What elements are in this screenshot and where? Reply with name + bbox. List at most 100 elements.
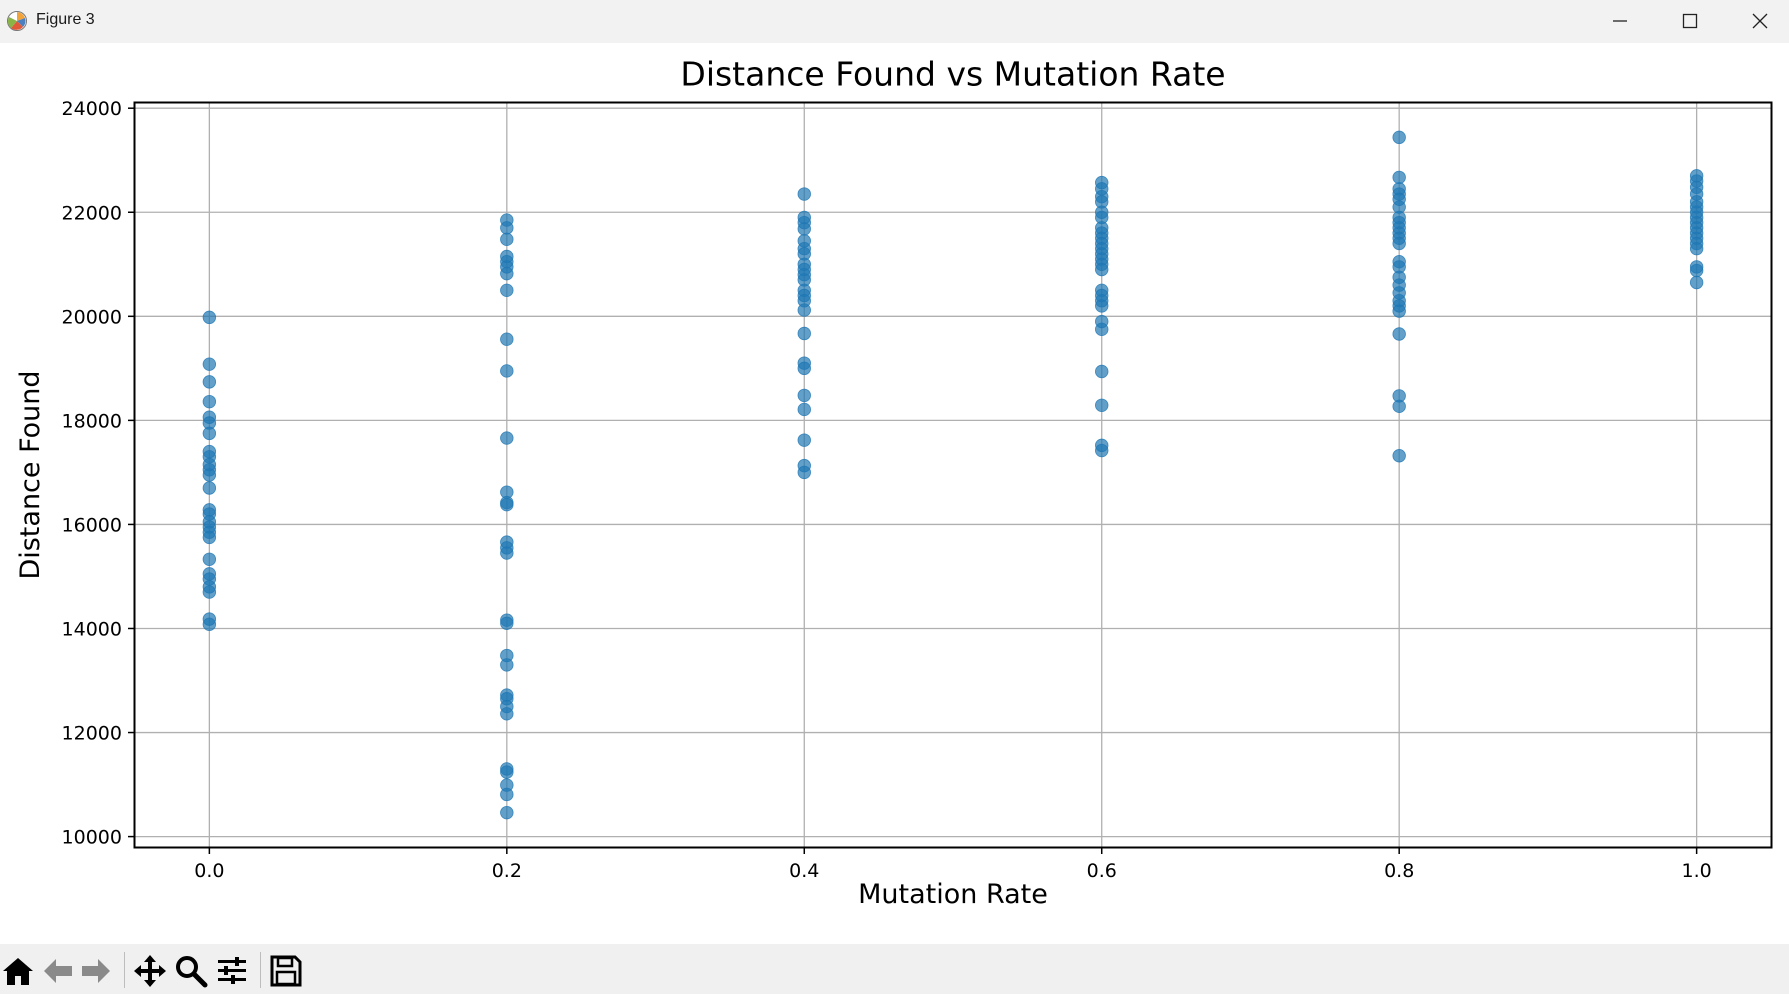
data-point <box>797 222 811 236</box>
data-point <box>500 658 514 672</box>
data-point <box>1392 236 1406 251</box>
grid <box>135 103 1771 847</box>
data-point <box>500 616 514 630</box>
pan-icon <box>134 955 166 987</box>
data-points <box>202 130 1704 820</box>
y-tick-label: 20000 <box>62 306 122 328</box>
data-point <box>1392 170 1406 185</box>
data-point <box>1689 241 1704 256</box>
maximize-icon <box>1682 13 1698 29</box>
data-point <box>1095 364 1109 379</box>
data-point <box>797 433 811 447</box>
pan-button[interactable] <box>132 953 168 989</box>
data-point <box>1392 327 1406 341</box>
data-point <box>1392 399 1406 414</box>
save-icon <box>270 955 302 987</box>
data-point <box>1095 299 1109 313</box>
y-tick-label: 12000 <box>62 723 122 745</box>
data-point <box>1095 443 1109 458</box>
x-axis-label: Mutation Rate <box>858 879 1048 910</box>
y-axis-label: Distance Found <box>15 370 46 579</box>
x-tick-label: 0.6 <box>1087 860 1117 882</box>
data-point <box>797 326 811 341</box>
data-point <box>202 481 217 495</box>
x-tick-label: 0.4 <box>789 860 819 882</box>
window-titlebar: Figure 3 <box>0 0 1789 43</box>
data-point <box>202 375 217 389</box>
x-tick-label: 0.2 <box>492 860 522 882</box>
data-point <box>202 617 217 632</box>
y-tick-label: 16000 <box>62 514 122 536</box>
data-point <box>1392 130 1406 145</box>
data-point <box>500 765 514 779</box>
save-button[interactable] <box>268 953 304 989</box>
data-point <box>500 332 514 346</box>
data-point <box>797 303 811 317</box>
forward-arrow-icon <box>82 959 110 983</box>
back-arrow-icon <box>44 959 72 983</box>
scatter-chart: Distance Found vs Mutation Rate 0.0 0.2 0.… <box>15 55 1773 910</box>
data-point <box>202 357 217 371</box>
data-point <box>1095 398 1109 412</box>
data-point <box>202 530 217 545</box>
close-button[interactable] <box>1725 0 1789 43</box>
x-tick-label: 1.0 <box>1682 860 1712 882</box>
plot-frame <box>133 101 1773 849</box>
home-button[interactable] <box>0 953 36 989</box>
figure-canvas[interactable]: Distance Found vs Mutation Rate 0.0 0.2 0.… <box>0 43 1789 944</box>
y-tick-label: 14000 <box>62 618 122 640</box>
matplotlib-icon <box>7 11 27 31</box>
data-point <box>202 310 217 325</box>
navigation-toolbar <box>0 944 1789 994</box>
axis-ticks: 0.0 0.2 0.4 0.6 0.8 1.0 10000 12000 14000 16000 18… <box>62 98 1712 882</box>
data-point <box>202 585 217 599</box>
minimize-icon <box>1613 20 1627 22</box>
data-point <box>500 232 514 247</box>
data-point <box>500 707 514 721</box>
data-point <box>500 283 514 298</box>
data-point <box>797 388 811 403</box>
y-tick-label: 22000 <box>62 202 122 224</box>
minimize-button[interactable] <box>1585 0 1655 43</box>
data-point <box>1689 263 1704 278</box>
data-point <box>202 552 217 566</box>
data-point <box>202 468 217 482</box>
data-point <box>202 426 217 441</box>
data-point <box>500 805 514 820</box>
x-tick-label: 0.0 <box>194 860 224 882</box>
y-tick-label: 10000 <box>62 827 122 849</box>
configure-subplots-button[interactable] <box>214 953 250 989</box>
zoom-button[interactable] <box>173 953 209 989</box>
forward-button[interactable] <box>78 953 114 989</box>
data-point <box>500 431 514 445</box>
data-point <box>202 394 217 409</box>
close-icon <box>1752 13 1768 29</box>
toolbar-separator <box>124 952 125 988</box>
data-point <box>500 546 514 560</box>
data-point <box>500 364 514 378</box>
data-point <box>797 187 811 201</box>
data-point <box>500 221 514 235</box>
maximize-button[interactable] <box>1655 0 1725 43</box>
data-point <box>1095 262 1109 277</box>
y-tick-label: 24000 <box>62 98 122 120</box>
data-point <box>1689 275 1704 290</box>
configure-subplots-icon <box>218 957 246 984</box>
y-tick-label: 18000 <box>62 410 122 432</box>
data-point <box>797 465 811 480</box>
data-point <box>500 787 514 802</box>
zoom-icon <box>176 956 208 988</box>
toolbar-separator <box>260 952 261 988</box>
data-point <box>797 402 811 417</box>
chart-title: Distance Found vs Mutation Rate <box>680 55 1225 94</box>
data-point <box>1392 304 1406 318</box>
data-point <box>1095 322 1109 337</box>
window-title: Figure 3 <box>36 11 95 28</box>
data-point <box>797 361 811 376</box>
x-tick-label: 0.8 <box>1384 860 1414 882</box>
data-point <box>500 497 514 512</box>
data-point <box>500 266 514 281</box>
home-icon <box>3 958 33 985</box>
back-button[interactable] <box>40 953 76 989</box>
data-point <box>1392 449 1406 463</box>
